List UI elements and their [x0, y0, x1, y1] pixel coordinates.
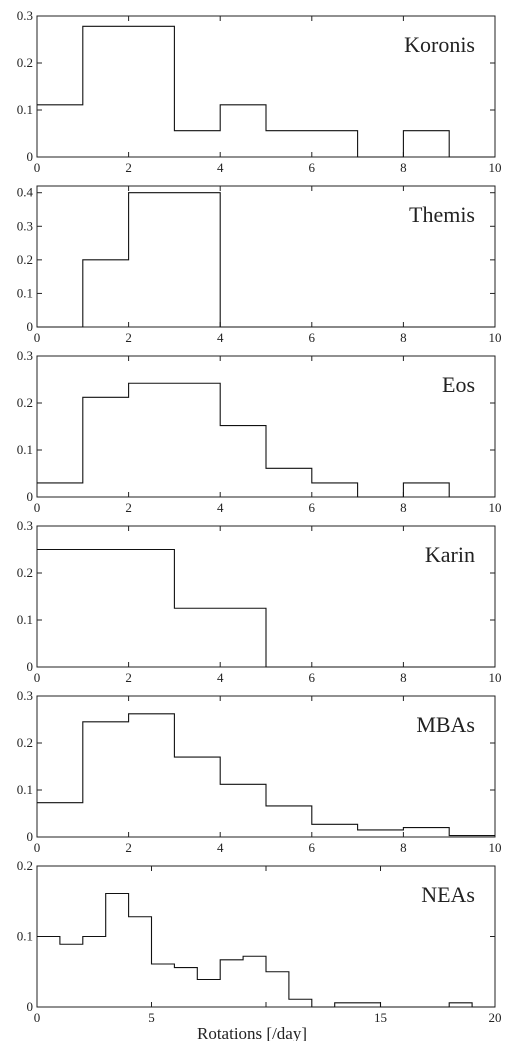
x-tick-label: 6 — [309, 670, 316, 685]
y-tick-label: 0 — [27, 659, 34, 674]
x-tick-label: 6 — [309, 840, 316, 855]
x-axis-title: Rotations [/day] — [197, 1024, 307, 1041]
x-tick-label: 6 — [309, 500, 316, 515]
x-tick-label: 2 — [125, 330, 132, 345]
x-tick-label: 20 — [489, 1010, 502, 1025]
x-tick-label: 5 — [148, 1010, 155, 1025]
y-tick-label: 0.3 — [17, 518, 33, 533]
panel-title: MBAs — [416, 712, 475, 737]
y-tick-label: 0.4 — [17, 185, 34, 200]
histogram-series — [37, 382, 495, 498]
x-tick-label: 15 — [374, 1010, 387, 1025]
panel-title: Koronis — [404, 32, 475, 57]
y-tick-label: 0.1 — [17, 929, 33, 944]
x-tick-label: 0 — [34, 1010, 41, 1025]
y-tick-label: 0 — [27, 829, 34, 844]
y-tick-label: 0 — [27, 149, 34, 164]
y-tick-label: 0.2 — [17, 55, 33, 70]
panel-title: Themis — [409, 202, 475, 227]
panel-title: Karin — [425, 542, 475, 567]
plot-frame — [36, 15, 496, 158]
x-tick-label: 0 — [34, 670, 41, 685]
x-tick-label: 2 — [125, 160, 132, 175]
x-tick-label: 6 — [309, 160, 316, 175]
y-tick-label: 0.2 — [17, 252, 33, 267]
histogram-series — [37, 713, 495, 837]
x-tick-label: 8 — [400, 670, 407, 685]
histogram-series — [37, 892, 495, 1008]
x-tick-label: 6 — [309, 330, 316, 345]
y-tick-label: 0.3 — [17, 218, 33, 233]
histogram-series — [37, 548, 495, 668]
y-tick-label: 0.2 — [17, 735, 33, 750]
x-tick-label: 4 — [217, 840, 224, 855]
x-tick-label: 0 — [34, 840, 41, 855]
y-tick-label: 0.3 — [17, 688, 33, 703]
y-tick-label: 0.1 — [17, 612, 33, 627]
y-tick-label: 0.2 — [17, 858, 33, 873]
x-tick-label: 4 — [217, 330, 224, 345]
y-tick-label: 0.1 — [17, 442, 33, 457]
x-tick-label: 8 — [400, 840, 407, 855]
histogram-series — [37, 25, 495, 158]
x-tick-label: 4 — [217, 160, 224, 175]
x-tick-label: 8 — [400, 500, 407, 515]
histogram-series — [37, 192, 495, 328]
plot-frame — [36, 355, 496, 498]
y-tick-label: 0 — [27, 999, 34, 1014]
y-tick-label: 0.1 — [17, 782, 33, 797]
x-tick-label: 2 — [125, 670, 132, 685]
x-tick-label: 8 — [400, 160, 407, 175]
y-tick-label: 0.3 — [17, 8, 33, 23]
x-tick-label: 4 — [217, 670, 224, 685]
x-tick-label: 8 — [400, 330, 407, 345]
x-tick-label: 0 — [34, 330, 41, 345]
x-tick-label: 0 — [34, 160, 41, 175]
y-tick-label: 0.2 — [17, 565, 33, 580]
x-tick-label: 10 — [489, 670, 502, 685]
panel-title: NEAs — [421, 882, 475, 907]
y-tick-label: 0.1 — [17, 285, 33, 300]
x-tick-label: 10 — [489, 500, 502, 515]
y-tick-label: 0 — [27, 489, 34, 504]
x-tick-label: 10 — [489, 160, 502, 175]
y-tick-label: 0 — [27, 319, 34, 334]
x-tick-label: 2 — [125, 500, 132, 515]
x-tick-label: 10 — [489, 840, 502, 855]
y-tick-label: 0.1 — [17, 102, 33, 117]
y-tick-label: 0.3 — [17, 348, 33, 363]
y-tick-label: 0.2 — [17, 395, 33, 410]
x-tick-label: 4 — [217, 500, 224, 515]
plot-frame — [36, 695, 496, 838]
x-tick-label: 0 — [34, 500, 41, 515]
x-tick-label: 10 — [489, 330, 502, 345]
panel-title: Eos — [442, 372, 475, 397]
x-tick-label: 2 — [125, 840, 132, 855]
